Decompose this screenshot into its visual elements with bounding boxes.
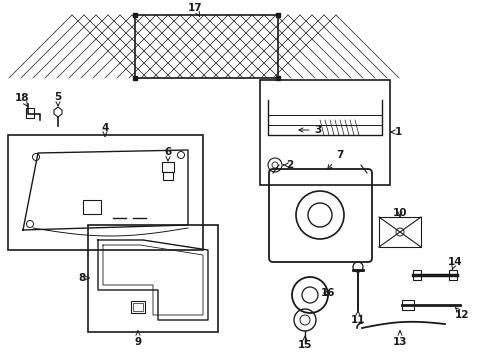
Bar <box>8 135 203 250</box>
Text: 5: 5 <box>54 92 61 106</box>
Text: 10: 10 <box>392 208 407 218</box>
Text: 6: 6 <box>164 147 171 161</box>
Text: 9: 9 <box>134 331 141 347</box>
Bar <box>401 300 413 310</box>
Text: 4: 4 <box>101 123 108 136</box>
Text: 16: 16 <box>320 288 335 298</box>
Text: 12: 12 <box>454 307 468 320</box>
Text: 15: 15 <box>297 336 312 350</box>
Bar <box>131 301 145 313</box>
Text: 14: 14 <box>447 257 461 270</box>
Text: 8: 8 <box>78 273 89 283</box>
Bar <box>26 108 34 118</box>
Bar <box>135 15 278 78</box>
Bar <box>162 162 174 172</box>
Text: 3: 3 <box>298 125 321 135</box>
Bar <box>448 270 456 280</box>
Bar <box>260 80 389 185</box>
Bar <box>412 270 420 280</box>
Text: 1: 1 <box>390 127 401 137</box>
Bar <box>88 225 218 332</box>
Text: 11: 11 <box>350 311 365 325</box>
Text: 7: 7 <box>327 150 343 169</box>
Text: 18: 18 <box>15 93 29 106</box>
Text: 2: 2 <box>283 160 293 170</box>
Text: 17: 17 <box>187 3 202 16</box>
Bar <box>83 200 101 214</box>
Bar <box>163 172 173 180</box>
Bar <box>378 217 420 247</box>
Bar <box>133 303 142 311</box>
Text: 13: 13 <box>392 331 407 347</box>
